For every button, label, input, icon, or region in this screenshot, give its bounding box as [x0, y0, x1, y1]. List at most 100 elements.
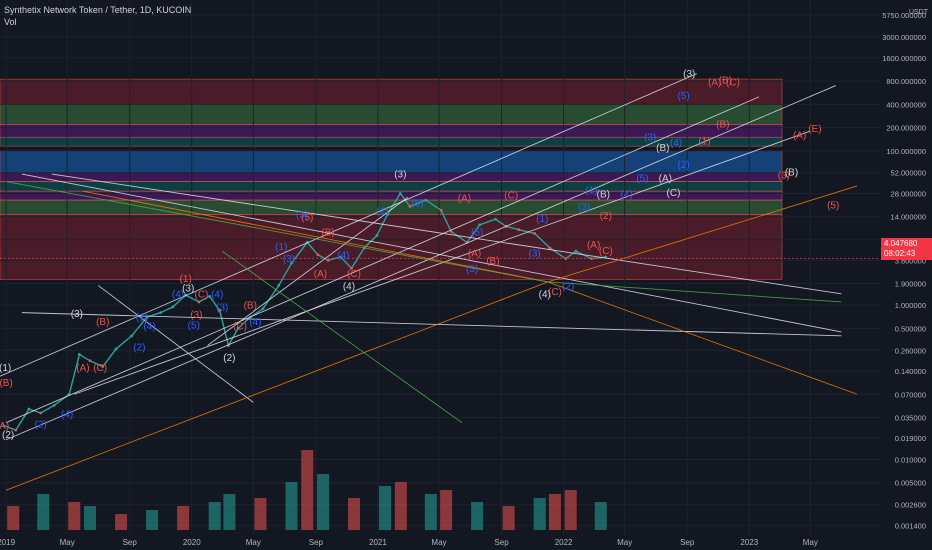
trendline — [5, 96, 760, 424]
price-point — [316, 253, 320, 257]
wave-label: (2) — [223, 353, 235, 364]
wave-label: (4) — [172, 290, 184, 301]
time-axis-bg — [0, 535, 932, 550]
wave-label: (B) — [716, 120, 729, 131]
wave-label: (2) — [35, 419, 47, 430]
price-point — [533, 232, 537, 235]
wave-label: (C) — [599, 246, 613, 257]
time-tick-label: May — [617, 538, 632, 547]
price-tick-label: 3.800000 — [895, 256, 926, 265]
wave-label: (2) — [600, 211, 612, 222]
wave-label: (3) — [683, 69, 695, 80]
price-line — [2, 192, 606, 431]
trendline — [547, 281, 858, 395]
price-band — [0, 78, 783, 105]
wave-label: (A) — [793, 130, 806, 141]
price-point — [350, 266, 353, 270]
time-tick-label: May — [246, 538, 261, 547]
price-tick-label: 400.000000 — [886, 100, 926, 109]
wave-label: (1) — [536, 214, 548, 225]
price-tick-label: 1.900000 — [895, 280, 926, 289]
wave-label: (3) — [466, 264, 478, 275]
wave-label: (B) — [656, 143, 669, 154]
time-axis: 2019 May Sep 2020 May Sep 2021 May Sep 2022 May Sep… — [0, 535, 932, 550]
price-point — [101, 365, 105, 368]
volume-label: Vol — [4, 17, 17, 27]
volume-bar — [68, 502, 81, 530]
volume-bar — [548, 494, 561, 530]
price-point — [218, 309, 222, 312]
price-point — [208, 294, 211, 298]
price-tick-label: 0.001400 — [895, 521, 926, 530]
volume-bar — [37, 494, 50, 530]
wave-label: (B) — [597, 189, 610, 200]
price-tick-label: 52.000000 — [891, 169, 926, 178]
wave-label: (3) — [296, 210, 308, 221]
volume-bar — [84, 506, 97, 530]
wave-label: (4) — [539, 290, 551, 301]
trendline — [222, 250, 463, 424]
price-point — [130, 334, 134, 338]
time-tick-label: 2021 — [369, 538, 387, 547]
wave-label: (3) — [190, 310, 202, 321]
time-tick-label: May — [60, 538, 75, 547]
symbol-title: Synthetix Network Token / Tether, 1D, KU… — [4, 5, 192, 15]
volume-bar — [471, 502, 484, 530]
price-point — [494, 217, 497, 221]
wave-label: (A) — [76, 363, 89, 374]
wave-label: (B) — [96, 317, 109, 328]
trendlines — [0, 73, 858, 491]
wave-label: (2) — [133, 342, 145, 353]
price-point — [159, 311, 163, 315]
volume-bar — [440, 490, 453, 530]
wave-label: (5) — [301, 212, 313, 223]
wave-labels: (3)(A)(B)(C)(5)(B)(1)(A)(E)(3)(B)(5)(B)(… — [0, 69, 839, 441]
price-point — [27, 407, 31, 411]
price-tick-label: 0.019000 — [895, 434, 926, 443]
volume-bars — [7, 450, 607, 530]
time-tick-label: Sep — [494, 538, 509, 547]
wave-label: (3) — [394, 170, 406, 181]
price-tick-label: 1.000000 — [895, 301, 926, 310]
price-point — [77, 352, 81, 356]
price-point — [386, 212, 390, 216]
volume-bar — [115, 514, 128, 530]
price-band — [0, 104, 783, 125]
wave-label: (3) — [528, 248, 540, 259]
price-tick-label: 200.000000 — [886, 124, 926, 133]
wave-label: (C) — [194, 290, 208, 301]
wave-label: (3) — [182, 284, 194, 295]
price-point — [261, 307, 265, 311]
price-band — [0, 150, 783, 173]
price-tick-label: 0.500000 — [895, 324, 926, 333]
wave-label: (5) — [678, 91, 690, 102]
price-point — [398, 192, 402, 195]
wave-label: (B) — [719, 75, 732, 86]
volume-bar — [301, 450, 314, 530]
volume-bar — [502, 506, 515, 530]
price-tick-label: 14.000000 — [891, 213, 926, 222]
wave-label: (5) — [412, 198, 424, 209]
price-point — [290, 261, 293, 265]
wave-label: (1) — [698, 137, 710, 148]
time-tick-label: 2022 — [555, 538, 573, 547]
wave-label: (A) — [587, 240, 600, 251]
axis-currency: USDT — [908, 9, 928, 16]
volume-bar — [564, 490, 577, 530]
price-axis: 5750.000000 3000.000000 1600.000000 800.000… — [882, 11, 926, 530]
trendline — [5, 281, 548, 491]
trendline — [21, 312, 842, 337]
trendline — [82, 190, 548, 283]
price-point — [478, 223, 482, 227]
volume-bar — [254, 498, 267, 530]
wave-label: (C) — [93, 363, 107, 374]
price-tick-label: 0.140000 — [895, 367, 926, 376]
price-point — [339, 255, 343, 259]
time-tick-label: Sep — [309, 538, 324, 547]
price-tick-label: 5750.000000 — [882, 11, 926, 20]
volume-bar — [424, 494, 437, 530]
volume-bar — [594, 502, 607, 530]
wave-label: (C) — [504, 191, 518, 202]
price-tick-label: 1600.000000 — [882, 54, 926, 63]
